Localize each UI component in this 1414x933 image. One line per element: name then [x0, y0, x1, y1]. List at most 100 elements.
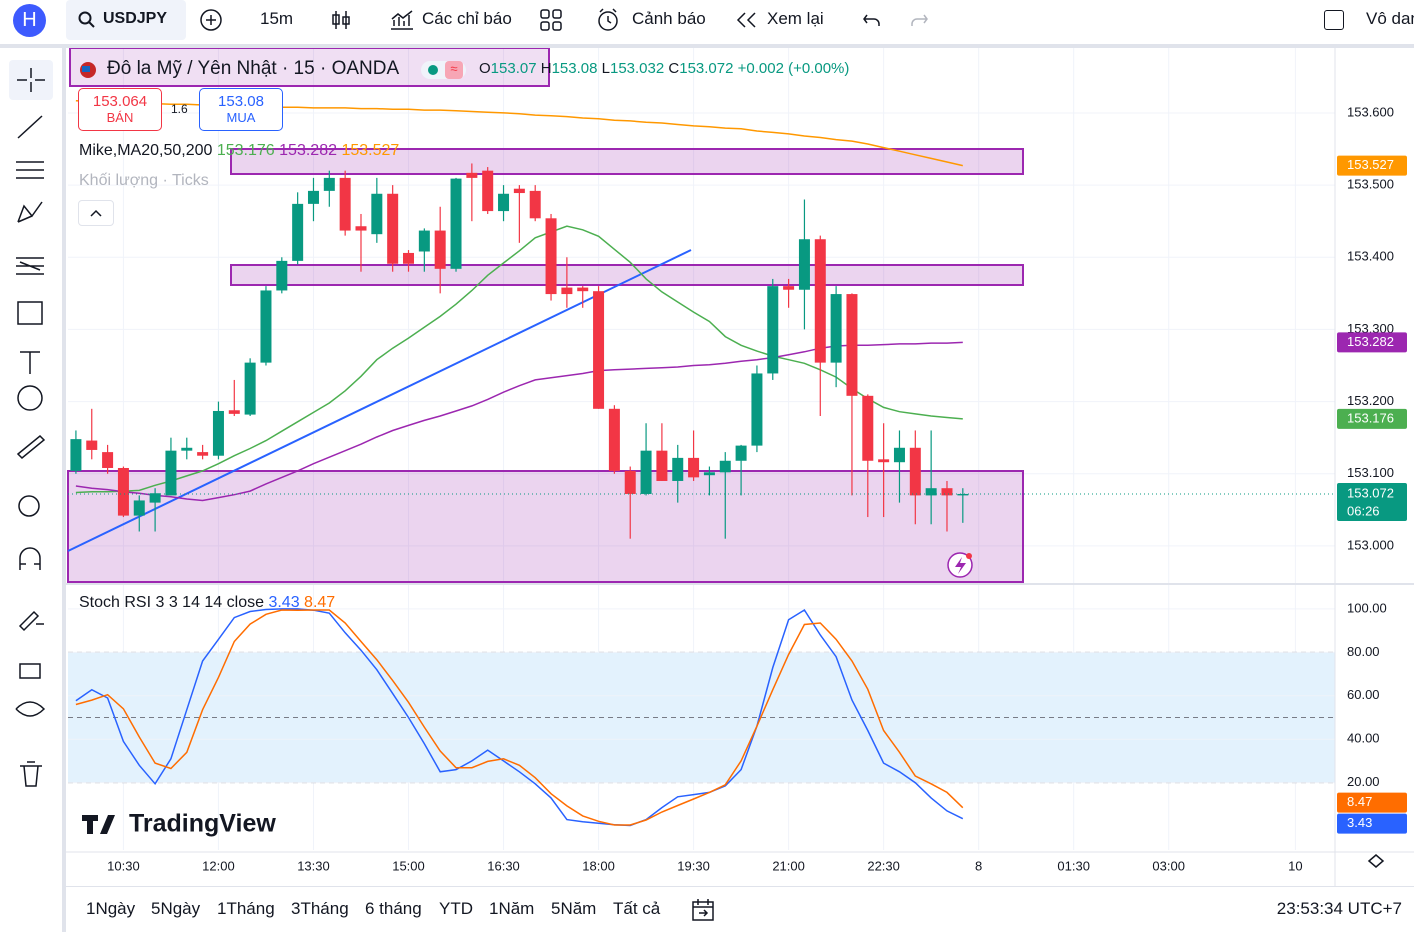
undo-button[interactable]: [862, 10, 882, 30]
delete-tool[interactable]: [20, 761, 42, 787]
y-tick-label: 153.000: [1347, 537, 1394, 552]
candle-body: [387, 193, 399, 264]
magnet-tool[interactable]: [19, 547, 41, 570]
line-tool[interactable]: [17, 115, 43, 139]
range-button[interactable]: 6 tháng: [365, 899, 422, 918]
visibility-tool[interactable]: [15, 701, 46, 717]
price-label: 153.282: [1347, 334, 1394, 349]
indicators-button[interactable]: Các chỉ báo: [422, 9, 512, 28]
date-range-button[interactable]: [690, 897, 716, 923]
low-value: 153.032: [609, 60, 665, 77]
y-tick-label: 153.100: [1347, 465, 1394, 480]
x-tick-label: 15:00: [392, 858, 425, 873]
layout-checkbox[interactable]: [1324, 10, 1344, 30]
x-tick-label: 03:00: [1152, 858, 1185, 873]
replay-button[interactable]: Xem lại: [767, 9, 824, 28]
price-label-bg: [1337, 155, 1407, 176]
candle-body: [181, 447, 193, 451]
brand-name: TradingView: [129, 810, 276, 838]
shape-tool[interactable]: [17, 301, 43, 325]
candle-body: [878, 459, 890, 463]
candle-body: [545, 218, 557, 295]
x-tick-label: 13:30: [297, 858, 330, 873]
sell-button[interactable]: 153.064 BÁN: [78, 88, 162, 131]
high-value: 153.08: [551, 60, 598, 77]
candle-body: [466, 172, 478, 178]
notification-dot: [966, 553, 972, 559]
price-label-bg: [1337, 332, 1407, 353]
symbol: USDJPY: [103, 10, 168, 27]
fib-tool[interactable]: [16, 161, 44, 179]
lightning-icon: [955, 557, 966, 574]
range-button[interactable]: 1Tháng: [217, 899, 275, 918]
compare-button[interactable]: [199, 8, 223, 32]
draw-lock-tool[interactable]: [18, 610, 44, 632]
range-button[interactable]: 3Tháng: [291, 899, 349, 918]
pattern-tool[interactable]: [17, 201, 43, 223]
status-pill[interactable]: ≈: [421, 61, 466, 79]
stoch-title: Stoch RSI 3 3 14 14 close: [79, 594, 264, 611]
value-label-bg: [1337, 813, 1407, 834]
candle-body: [371, 193, 383, 235]
chart-title: Đô la Mỹ / Yên Nhật · 15 · OANDA: [107, 58, 400, 79]
bottom-toolbar: 1Ngày 5Ngày 1Tháng 3Tháng 6 tháng YTD 1Năm 5Năm…: [66, 886, 1414, 933]
x-tick-label: 18:00: [582, 858, 615, 873]
x-tick-label: 16:30: [487, 858, 520, 873]
stoch-value: 3.43: [268, 594, 300, 611]
x-tick-label: 12:00: [202, 858, 235, 873]
y-tick-label: 20.00: [1347, 774, 1380, 789]
value-label: 8.47: [1347, 794, 1372, 809]
brand: TradingView: [82, 810, 276, 838]
candle-body: [608, 408, 620, 471]
candle-body: [323, 177, 335, 191]
symbol-search[interactable]: USDJPY: [66, 0, 186, 40]
range-button[interactable]: 5Năm: [551, 899, 597, 918]
candle-body: [703, 472, 715, 476]
replay-icon: [736, 12, 756, 28]
axis-settings[interactable]: [1367, 854, 1385, 868]
candle-body: [292, 203, 304, 261]
range-button[interactable]: 1Năm: [489, 899, 535, 918]
text-tool[interactable]: [20, 351, 40, 374]
forecast-tool[interactable]: [16, 257, 44, 275]
ohlc-letter: L: [601, 60, 610, 77]
volume-legend: Khối lượng · Ticks: [79, 172, 209, 190]
x-tick-label: 21:00: [772, 858, 805, 873]
zoom-tool[interactable]: [18, 495, 40, 517]
range-button[interactable]: Tất cả: [613, 899, 661, 918]
close-value: 153.072: [679, 60, 734, 77]
collapse-button[interactable]: [78, 200, 114, 226]
y-tick-label: 60.00: [1347, 687, 1380, 702]
clock[interactable]: 23:53:34 UTC+7: [1276, 899, 1402, 918]
candle-body: [735, 445, 747, 461]
layouts-button[interactable]: [539, 8, 563, 32]
range-button[interactable]: YTD: [439, 899, 473, 918]
chart-type-button[interactable]: [330, 8, 352, 32]
ohlc-letter: O: [479, 60, 491, 77]
buy-button[interactable]: 153.08 MUA: [199, 88, 283, 131]
user-name[interactable]: Vô danh: [1366, 9, 1414, 28]
candle-body: [70, 439, 82, 471]
redo-button[interactable]: [909, 10, 929, 30]
avatar[interactable]: H: [13, 4, 46, 37]
lock-tool[interactable]: [19, 663, 41, 679]
emoji-tool[interactable]: [17, 385, 43, 411]
candle-body: [767, 286, 779, 374]
ma-line: [75, 225, 963, 494]
drawings: [67, 47, 1024, 583]
y-tick-label: 153.200: [1347, 393, 1394, 408]
ruler-tool[interactable]: [16, 434, 46, 460]
spread: 1.6: [171, 102, 188, 116]
ohlc-letter: C: [668, 60, 680, 77]
range-button[interactable]: 5Ngày: [151, 899, 201, 918]
candle-body: [403, 252, 415, 264]
candle-body: [561, 287, 573, 295]
candle-body: [260, 290, 272, 363]
crosshair-tool[interactable]: [9, 60, 53, 100]
alerts-button[interactable]: Cảnh báo: [632, 9, 706, 28]
candle-body: [593, 291, 605, 409]
ma-value: 153.527: [341, 142, 400, 159]
interval[interactable]: 15m: [260, 9, 294, 28]
range-button[interactable]: 1Ngày: [86, 899, 136, 918]
